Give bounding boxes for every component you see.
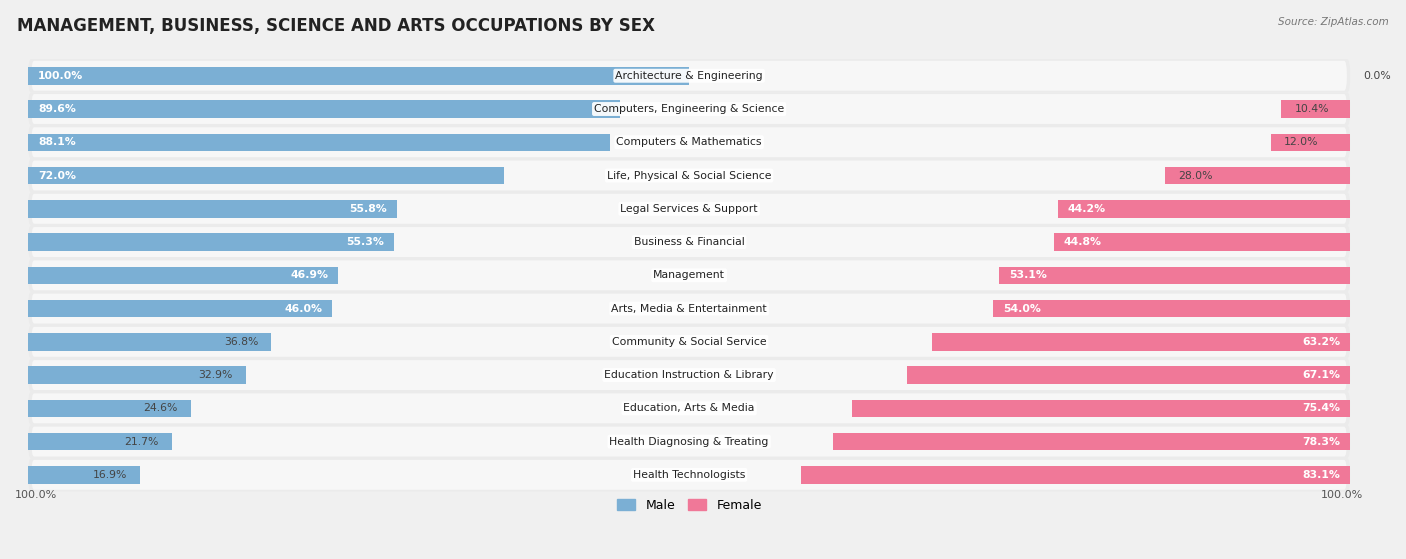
Bar: [1000, 267, 1350, 284]
FancyBboxPatch shape: [28, 259, 1350, 292]
Bar: [28, 333, 271, 350]
FancyBboxPatch shape: [28, 358, 1350, 392]
Bar: [852, 400, 1350, 417]
FancyBboxPatch shape: [31, 61, 1347, 91]
Bar: [28, 167, 505, 184]
FancyBboxPatch shape: [31, 94, 1347, 124]
Bar: [1057, 200, 1350, 217]
Bar: [28, 400, 191, 417]
Text: Computers & Mathematics: Computers & Mathematics: [616, 138, 762, 147]
Text: Legal Services & Support: Legal Services & Support: [620, 204, 758, 214]
Text: Computers, Engineering & Science: Computers, Engineering & Science: [593, 104, 785, 114]
Bar: [932, 333, 1350, 350]
Text: 67.1%: 67.1%: [1302, 370, 1340, 380]
Bar: [28, 134, 610, 151]
Text: 16.9%: 16.9%: [93, 470, 127, 480]
FancyBboxPatch shape: [31, 327, 1347, 357]
FancyBboxPatch shape: [31, 194, 1347, 224]
Bar: [907, 366, 1350, 384]
Bar: [1166, 167, 1350, 184]
Text: 78.3%: 78.3%: [1302, 437, 1340, 447]
Text: 0.0%: 0.0%: [1364, 71, 1391, 80]
FancyBboxPatch shape: [28, 458, 1350, 491]
Text: Education Instruction & Library: Education Instruction & Library: [605, 370, 773, 380]
Text: 83.1%: 83.1%: [1302, 470, 1340, 480]
Bar: [1271, 134, 1350, 151]
Bar: [28, 433, 172, 451]
FancyBboxPatch shape: [28, 192, 1350, 225]
FancyBboxPatch shape: [31, 127, 1347, 157]
Text: 63.2%: 63.2%: [1302, 337, 1340, 347]
FancyBboxPatch shape: [28, 425, 1350, 458]
FancyBboxPatch shape: [28, 159, 1350, 192]
Text: 10.4%: 10.4%: [1295, 104, 1329, 114]
FancyBboxPatch shape: [31, 360, 1347, 390]
Text: Business & Financial: Business & Financial: [634, 237, 745, 247]
Bar: [28, 267, 339, 284]
Text: 88.1%: 88.1%: [38, 138, 76, 147]
FancyBboxPatch shape: [31, 293, 1347, 324]
Text: 46.9%: 46.9%: [290, 271, 328, 280]
Bar: [1281, 100, 1350, 118]
FancyBboxPatch shape: [28, 59, 1350, 92]
Bar: [28, 300, 332, 318]
Text: Education, Arts & Media: Education, Arts & Media: [623, 404, 755, 413]
Bar: [1054, 233, 1350, 251]
Text: Architecture & Engineering: Architecture & Engineering: [616, 71, 763, 80]
Text: 36.8%: 36.8%: [224, 337, 259, 347]
FancyBboxPatch shape: [31, 260, 1347, 290]
Text: 54.0%: 54.0%: [1002, 304, 1040, 314]
Text: Source: ZipAtlas.com: Source: ZipAtlas.com: [1278, 17, 1389, 27]
Text: Life, Physical & Social Science: Life, Physical & Social Science: [607, 170, 772, 181]
Text: Health Technologists: Health Technologists: [633, 470, 745, 480]
Text: 24.6%: 24.6%: [143, 404, 177, 413]
FancyBboxPatch shape: [28, 392, 1350, 425]
Text: 100.0%: 100.0%: [1322, 490, 1364, 500]
Text: 28.0%: 28.0%: [1178, 170, 1213, 181]
Text: 55.3%: 55.3%: [346, 237, 384, 247]
Text: 55.8%: 55.8%: [349, 204, 387, 214]
Bar: [832, 433, 1350, 451]
FancyBboxPatch shape: [31, 427, 1347, 457]
Text: MANAGEMENT, BUSINESS, SCIENCE AND ARTS OCCUPATIONS BY SEX: MANAGEMENT, BUSINESS, SCIENCE AND ARTS O…: [17, 17, 655, 35]
Text: Community & Social Service: Community & Social Service: [612, 337, 766, 347]
Bar: [28, 67, 689, 84]
FancyBboxPatch shape: [28, 325, 1350, 358]
FancyBboxPatch shape: [28, 126, 1350, 159]
Bar: [28, 466, 141, 484]
Bar: [28, 100, 620, 118]
Bar: [28, 200, 396, 217]
Legend: Male, Female: Male, Female: [612, 494, 766, 517]
FancyBboxPatch shape: [28, 92, 1350, 126]
FancyBboxPatch shape: [31, 160, 1347, 191]
Text: 32.9%: 32.9%: [198, 370, 232, 380]
Text: Health Diagnosing & Treating: Health Diagnosing & Treating: [609, 437, 769, 447]
Bar: [28, 233, 394, 251]
Text: 72.0%: 72.0%: [38, 170, 76, 181]
Text: 44.2%: 44.2%: [1067, 204, 1107, 214]
Text: 100.0%: 100.0%: [38, 71, 83, 80]
Text: 46.0%: 46.0%: [284, 304, 322, 314]
Text: 44.8%: 44.8%: [1064, 237, 1102, 247]
FancyBboxPatch shape: [31, 227, 1347, 257]
Text: 53.1%: 53.1%: [1010, 271, 1047, 280]
Bar: [801, 466, 1350, 484]
Text: 21.7%: 21.7%: [124, 437, 159, 447]
Text: 100.0%: 100.0%: [15, 490, 58, 500]
Bar: [993, 300, 1350, 318]
FancyBboxPatch shape: [28, 225, 1350, 259]
Text: 75.4%: 75.4%: [1302, 404, 1340, 413]
Text: Arts, Media & Entertainment: Arts, Media & Entertainment: [612, 304, 766, 314]
Bar: [28, 366, 246, 384]
Text: 89.6%: 89.6%: [38, 104, 76, 114]
FancyBboxPatch shape: [28, 292, 1350, 325]
FancyBboxPatch shape: [31, 394, 1347, 423]
Text: 12.0%: 12.0%: [1284, 138, 1319, 147]
Text: Management: Management: [654, 271, 725, 280]
FancyBboxPatch shape: [31, 460, 1347, 490]
